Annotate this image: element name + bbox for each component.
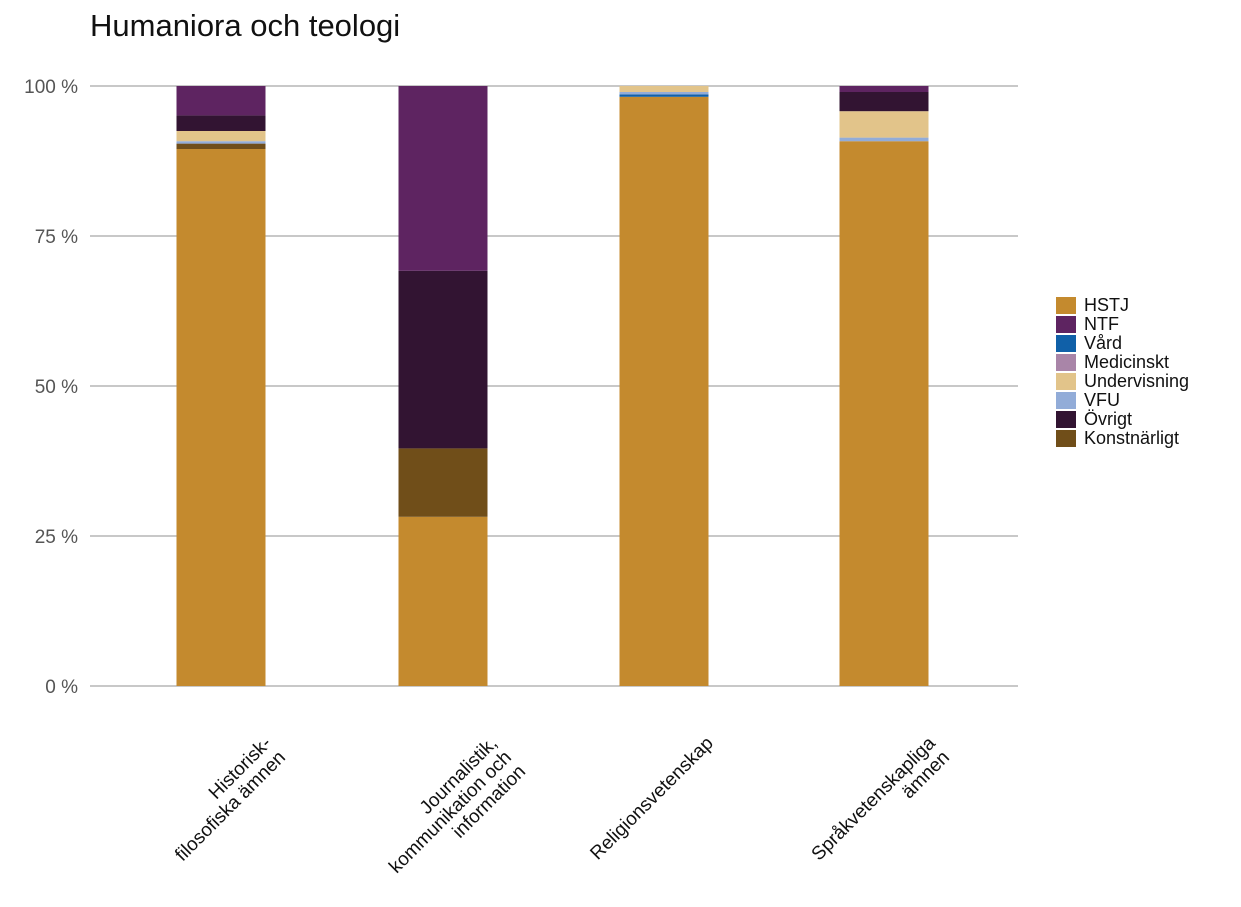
bar-segment: [839, 92, 929, 112]
legend-swatch: [1056, 297, 1076, 314]
legend-label: VFU: [1084, 390, 1120, 410]
bar-segment: [839, 111, 929, 138]
legend-label: Undervisning: [1084, 371, 1190, 391]
x-tick-label: Historisk-filosofiska ämnen: [171, 733, 290, 866]
x-axis-ticks: Historisk-filosofiska ämnen Journalistik,…: [171, 733, 954, 878]
legend-label: NTF: [1084, 314, 1119, 334]
bar-segment: [176, 141, 266, 144]
bar-segment: [176, 115, 266, 131]
x-tick-label-line: kommunikation och: [385, 747, 516, 878]
legend-item: Undervisning: [1056, 372, 1189, 391]
legend-swatch: [1056, 335, 1076, 352]
bar-segment: [839, 86, 929, 92]
bars: [176, 86, 929, 687]
legend: HSTJ NTF Vård Medicinskt Undervisning VFU Övri…: [1056, 296, 1189, 448]
x-tick-label: Religionsvetenskap: [586, 733, 717, 864]
legend-item: Övrigt: [1056, 410, 1189, 429]
bar-segment: [176, 149, 266, 686]
legend-item: Vård: [1056, 334, 1189, 353]
bar-segment: [398, 516, 488, 686]
legend-label: Medicinskt: [1084, 352, 1170, 372]
bar-segment: [619, 86, 709, 92]
legend-swatch: [1056, 392, 1076, 409]
y-tick-label: 0 %: [45, 677, 78, 698]
legend-item: Medicinskt: [1056, 353, 1189, 372]
legend-item: Konstnärligt: [1056, 429, 1189, 448]
bar-segment: [176, 143, 266, 149]
x-tick-label-line: Religionsvetenskap: [586, 733, 717, 864]
legend-label: Vård: [1084, 333, 1123, 353]
legend-label: Konstnärligt: [1084, 428, 1180, 448]
bar-segment: [398, 448, 488, 517]
legend-swatch: [1056, 373, 1076, 390]
y-tick-label: 100 %: [24, 77, 78, 98]
bar-segment: [398, 86, 488, 271]
legend-item: VFU: [1056, 391, 1189, 410]
chart-title: Humaniora och teologi: [90, 8, 401, 43]
bar-segment: [619, 92, 709, 95]
bar-segment: [176, 131, 266, 142]
legend-swatch: [1056, 411, 1076, 428]
bar-segment: [839, 137, 929, 142]
y-tick-label: 25 %: [35, 527, 78, 548]
x-tick-label: Journalistik,kommunikation ochinformatio…: [385, 733, 530, 878]
y-tick-label: 50 %: [35, 377, 78, 398]
bar-segment: [839, 141, 929, 686]
bar-segment: [398, 270, 488, 449]
legend-swatch: [1056, 430, 1076, 447]
bar-segment: [176, 86, 266, 116]
legend-swatch: [1056, 354, 1076, 371]
bar-segment: [619, 94, 709, 97]
bar-segment: [619, 96, 709, 687]
legend-label: Övrigt: [1084, 409, 1133, 429]
legend-item: NTF: [1056, 315, 1189, 334]
x-tick-label-line: Språkvetenskapliga: [808, 733, 940, 865]
y-axis-ticks: 0 % 25 % 50 % 75 % 100 %: [24, 77, 78, 698]
legend-label: HSTJ: [1084, 295, 1129, 315]
y-tick-label: 75 %: [35, 227, 78, 248]
legend-item: HSTJ: [1056, 296, 1189, 315]
legend-swatch: [1056, 316, 1076, 333]
